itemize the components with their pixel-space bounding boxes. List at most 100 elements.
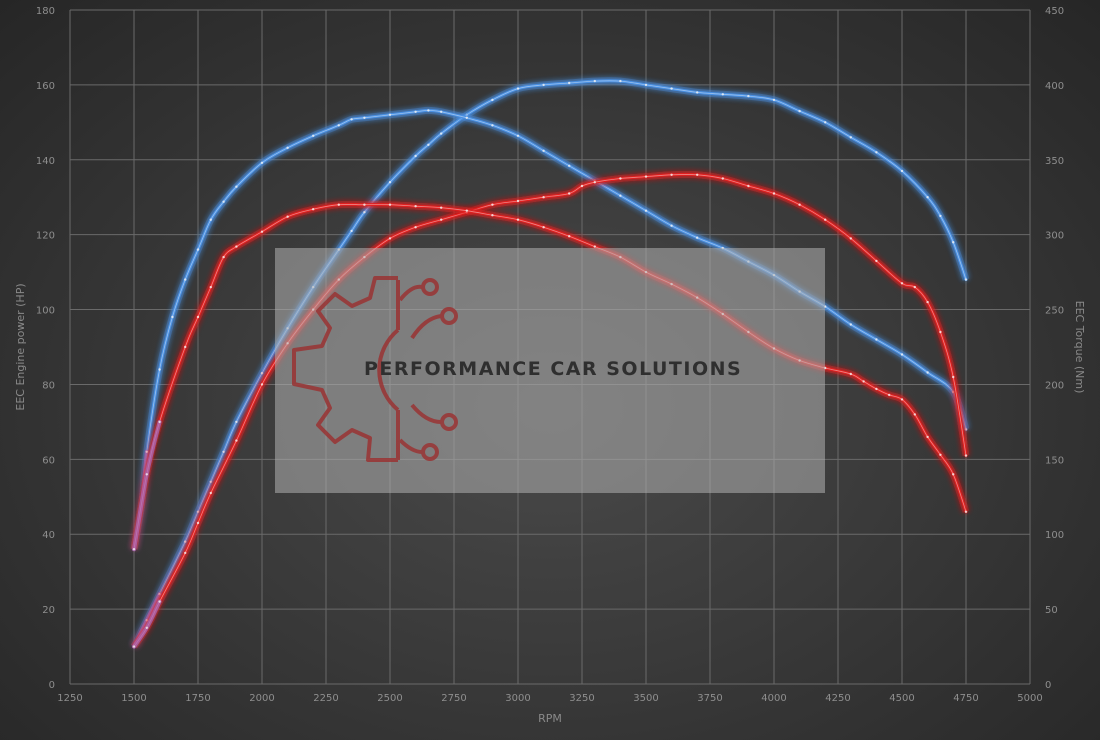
- data-point: [824, 121, 827, 124]
- data-point: [952, 375, 955, 379]
- data-point: [465, 116, 468, 120]
- data-point: [568, 192, 571, 195]
- data-point: [721, 93, 724, 96]
- y-right-tick-label: 150: [1045, 455, 1064, 466]
- data-point: [952, 241, 955, 244]
- series-stock-torque: [130, 200, 970, 552]
- data-point: [619, 79, 622, 83]
- data-point: [260, 383, 264, 386]
- data-point: [926, 196, 929, 199]
- data-point: [222, 255, 225, 259]
- data-point: [440, 218, 443, 221]
- y-right-tick-label: 200: [1045, 380, 1064, 391]
- x-tick-label: 1750: [185, 693, 210, 704]
- data-point: [913, 285, 916, 289]
- data-point: [747, 184, 750, 188]
- y-left-tick-label: 140: [36, 156, 55, 167]
- x-tick-label: 4000: [761, 693, 786, 704]
- data-point: [158, 420, 161, 424]
- x-tick-label: 5000: [1017, 693, 1042, 704]
- data-point: [209, 218, 212, 221]
- data-point: [849, 237, 852, 240]
- data-point: [798, 109, 801, 113]
- data-point: [849, 136, 852, 139]
- x-tick-label: 2000: [249, 693, 274, 704]
- data-point: [363, 211, 366, 214]
- data-point: [145, 450, 148, 453]
- data-point: [427, 143, 430, 146]
- x-tick-label: 3000: [505, 693, 530, 704]
- data-point: [363, 203, 366, 206]
- data-point: [491, 214, 494, 217]
- y-left-tick-label: 100: [36, 306, 55, 317]
- y-right-tick-label: 300: [1045, 231, 1064, 242]
- data-point: [440, 110, 443, 114]
- data-point: [491, 98, 494, 102]
- x-tick-label: 4500: [889, 693, 914, 704]
- data-point: [772, 98, 776, 102]
- data-point: [235, 439, 238, 442]
- data-point: [619, 194, 622, 197]
- y-right-tick-label: 50: [1045, 605, 1058, 616]
- y-left-tick-label: 40: [42, 530, 55, 541]
- data-point: [696, 91, 699, 94]
- data-point: [964, 278, 968, 281]
- data-point: [875, 338, 878, 341]
- data-point: [670, 173, 673, 176]
- data-point: [196, 510, 200, 513]
- data-point: [644, 209, 648, 212]
- data-point: [427, 109, 430, 112]
- y-left-axis-title: EEC Engine power (HP): [14, 283, 27, 410]
- data-point: [440, 132, 443, 135]
- data-point: [222, 450, 225, 453]
- data-point: [875, 387, 878, 391]
- data-point: [542, 149, 545, 152]
- data-point: [849, 323, 852, 326]
- data-point: [939, 330, 942, 334]
- data-point: [593, 79, 596, 83]
- data-point: [388, 203, 392, 206]
- x-tick-label: 2750: [441, 693, 466, 704]
- y-left-tick-label: 0: [49, 680, 55, 691]
- data-point: [798, 203, 801, 206]
- data-point: [196, 248, 200, 251]
- data-point: [350, 229, 353, 233]
- data-point: [491, 203, 494, 206]
- x-tick-label: 4750: [953, 693, 978, 704]
- data-point: [926, 435, 929, 439]
- data-point: [900, 353, 904, 356]
- data-point: [414, 110, 417, 114]
- data-point: [145, 473, 148, 476]
- y-right-tick-label: 350: [1045, 156, 1064, 167]
- data-point: [913, 413, 916, 416]
- data-point: [849, 372, 852, 376]
- data-point: [491, 124, 494, 127]
- data-point: [721, 177, 724, 180]
- data-point: [388, 237, 392, 240]
- watermark-text: PERFORMANCE CAR SOLUTIONS: [364, 358, 742, 380]
- data-point: [670, 87, 673, 90]
- data-point: [542, 196, 545, 199]
- data-point: [516, 199, 520, 203]
- data-point: [670, 224, 673, 227]
- data-point: [593, 245, 596, 248]
- data-point: [580, 184, 584, 188]
- data-point: [952, 473, 955, 476]
- data-point: [926, 300, 929, 304]
- data-point: [900, 169, 904, 173]
- y-right-tick-label: 0: [1045, 680, 1051, 691]
- data-point: [145, 626, 148, 629]
- data-point: [196, 315, 200, 319]
- watermark: PERFORMANCE CAR SOLUTIONS: [275, 248, 825, 493]
- data-point: [542, 226, 545, 229]
- data-point: [414, 154, 417, 158]
- series-line: [132, 79, 968, 649]
- data-point: [196, 521, 200, 525]
- data-point: [824, 218, 827, 221]
- data-point: [516, 218, 520, 221]
- x-tick-label: 1250: [57, 693, 82, 704]
- series-stock-power: [131, 170, 970, 649]
- data-point: [900, 282, 904, 285]
- data-point: [875, 151, 878, 154]
- gear-circuit-logo-icon: [292, 276, 458, 462]
